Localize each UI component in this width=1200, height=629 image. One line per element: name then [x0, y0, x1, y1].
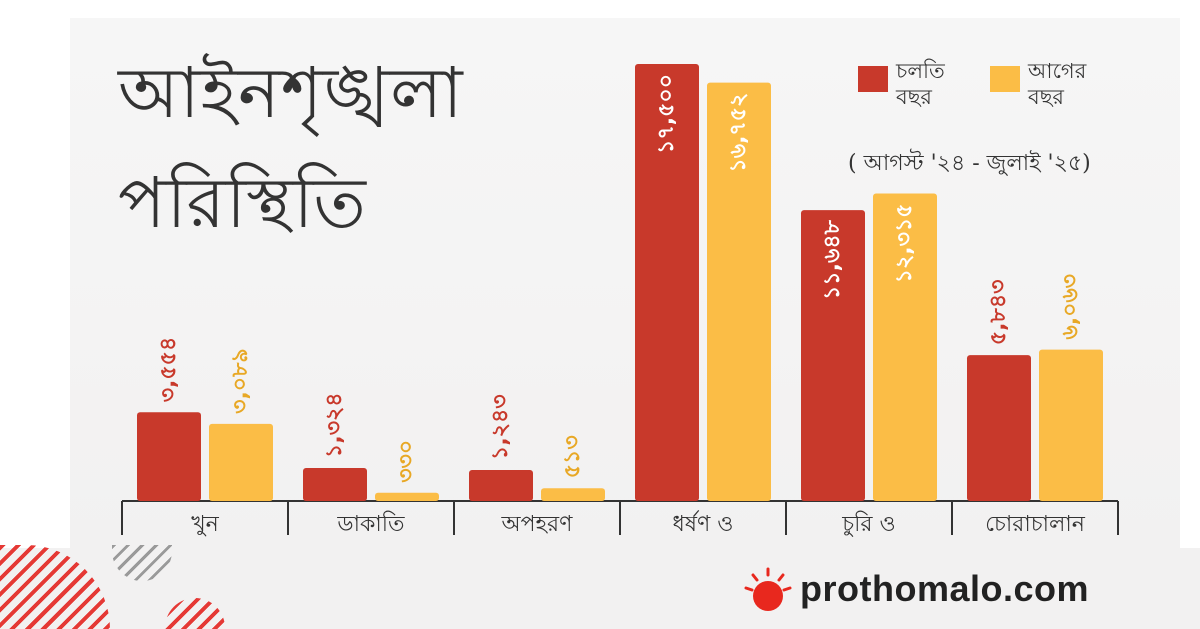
legend-swatch-current — [858, 66, 888, 92]
bar-chart: ৩,৫৫৪ ৩,০৮৯ খুন ১,৩২৪ ৩৩০ ডাকাতি ১,২৪৩ ৫১৩ অপহরণ… — [121, 64, 1119, 537]
legend-label-current: চলতি বছর — [896, 59, 945, 110]
bar-previous-4 — [873, 193, 937, 501]
bar-current-4 — [801, 210, 865, 501]
bar-current-1 — [303, 467, 367, 501]
data-label: ৫১৩ — [560, 435, 585, 478]
bar-previous-3 — [707, 82, 771, 502]
data-label: ১,২৪৩ — [488, 394, 513, 460]
data-label: ১২,৩১৫ — [892, 203, 917, 283]
bar-previous-5 — [1039, 349, 1103, 501]
chart-title-line1: আইনশৃঙ্খলা — [118, 52, 464, 134]
data-label: ৬,০৬৩ — [1058, 274, 1083, 340]
bar-previous-0 — [209, 423, 273, 501]
category-label: অপহরণ — [501, 512, 574, 537]
category-label: চোরাচালান — [985, 512, 1086, 537]
bar-current-5 — [967, 355, 1031, 501]
category-label: খুন — [191, 512, 219, 537]
chart-title-line2: পরিস্থিতি — [118, 162, 367, 244]
legend-label-previous: আগের বছর — [1028, 59, 1087, 110]
sun-logo-icon — [744, 567, 792, 611]
data-label: ১,৩২৪ — [322, 392, 347, 458]
data-label: ৩,০৮৯ — [228, 348, 253, 414]
category-label: ধর্ষণ ও — [673, 510, 734, 537]
bar-current-2 — [469, 469, 533, 501]
data-label: ৫,৮৪৩ — [986, 280, 1011, 346]
bar-previous-2 — [541, 488, 605, 501]
brand-wordmark: prothomalo.com — [800, 568, 1090, 609]
category-label: চুরি ও — [841, 511, 895, 537]
period-note: ( আগস্ট '২৪ - জুলাই '২৫) — [848, 151, 1091, 176]
data-label: ১৭,৫০০ — [654, 74, 679, 154]
category-label: ডাকাতি — [336, 511, 405, 537]
data-label: ১৬,৭৫২ — [726, 93, 751, 173]
data-label: ১১,৬৪৮ — [820, 219, 845, 299]
bar-previous-1 — [375, 492, 439, 501]
legend-swatch-previous — [990, 66, 1020, 92]
bar-current-0 — [137, 412, 201, 501]
data-label: ৩,৫৫৪ — [156, 337, 181, 403]
data-label: ৩৩০ — [394, 440, 419, 483]
bar-current-3 — [635, 64, 699, 501]
